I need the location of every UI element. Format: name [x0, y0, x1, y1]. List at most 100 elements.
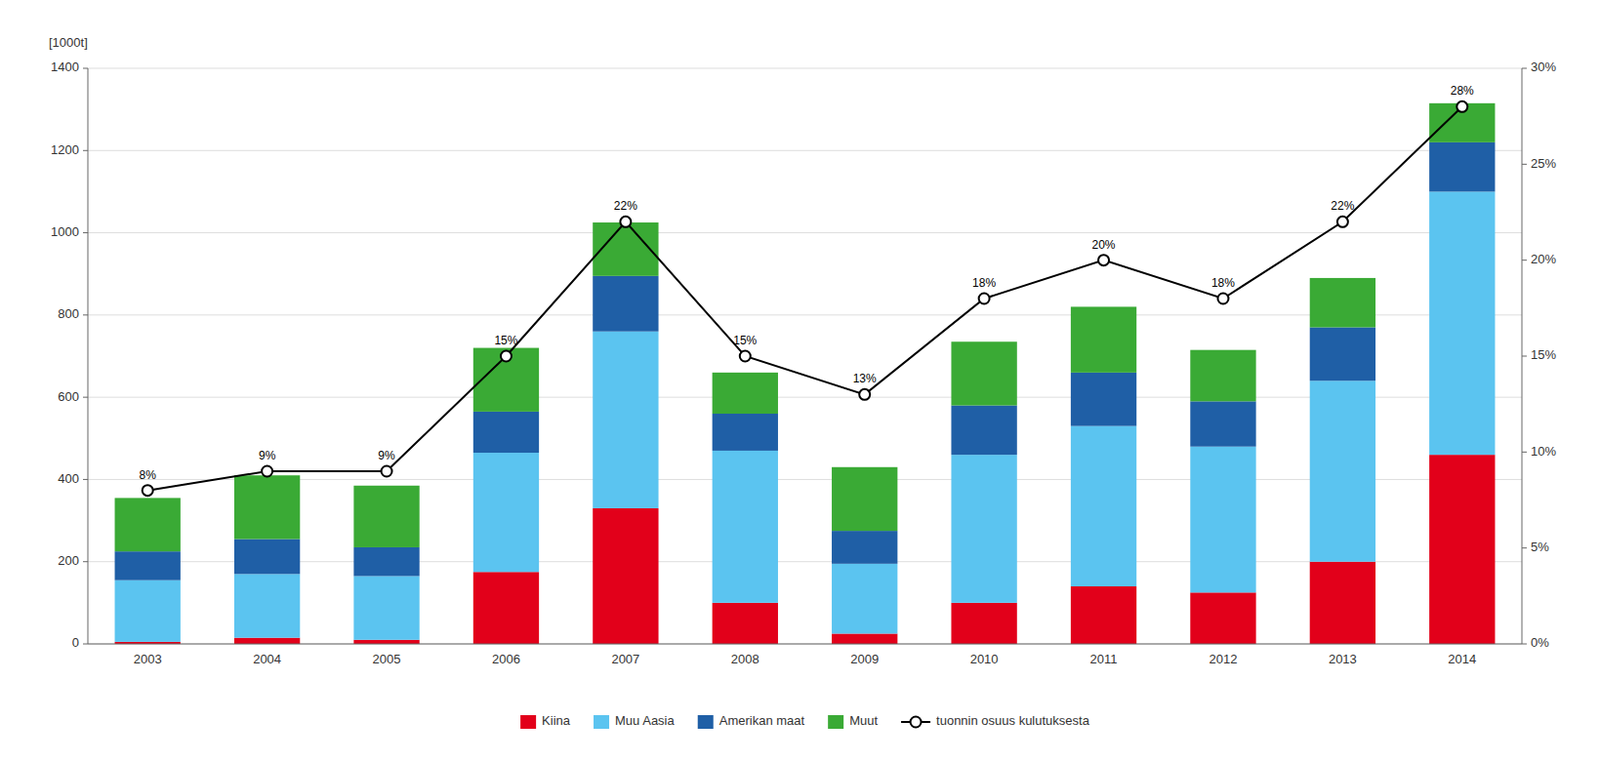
bar	[234, 539, 300, 575]
axis-label: [1000t]	[48, 35, 88, 50]
tick-label: 1000	[50, 224, 80, 240]
tick-label: 25%	[1530, 156, 1557, 171]
bar	[831, 633, 898, 645]
tick-label: 1400	[50, 59, 80, 75]
bar	[950, 603, 1017, 645]
bar	[115, 551, 181, 581]
tick-label: 800	[57, 306, 80, 322]
bar	[473, 452, 539, 573]
bar	[1310, 380, 1376, 562]
tick	[82, 479, 88, 481]
tick-label: 2004	[252, 652, 282, 667]
marker	[142, 485, 154, 496]
bar	[1070, 372, 1137, 427]
legend-label: Amerikan maat	[719, 713, 806, 729]
tick-label: 0	[72, 635, 80, 651]
tick	[1521, 547, 1527, 549]
bar	[950, 406, 1017, 456]
data-label: 20%	[1092, 238, 1116, 252]
grid	[87, 68, 1522, 645]
bar	[353, 547, 419, 577]
legend-swatch	[697, 715, 714, 730]
grid-line	[87, 150, 1522, 152]
tick-label: 600	[57, 389, 80, 405]
tick-label: 2006	[492, 652, 521, 667]
tick	[1521, 356, 1527, 358]
plot-area	[115, 101, 1496, 645]
marker	[1098, 254, 1109, 266]
legend-item: Kiina	[520, 713, 572, 730]
bar	[1429, 191, 1495, 455]
bar	[115, 580, 181, 643]
bar	[592, 508, 658, 645]
data-label: 9%	[377, 449, 396, 463]
marker	[739, 351, 751, 363]
tick-label: 2009	[850, 652, 879, 667]
bar	[1070, 586, 1137, 645]
bar	[592, 276, 658, 332]
data-label: 18%	[972, 276, 996, 290]
bar	[473, 572, 539, 645]
legend-label: Muut	[849, 713, 878, 729]
bar	[473, 348, 539, 412]
data-label: 22%	[614, 199, 638, 213]
legend-item: tuonnin osuus kulutuksesta	[901, 713, 1091, 729]
tick-label: 10%	[1530, 444, 1557, 459]
tick-label: 200	[57, 553, 80, 569]
tick	[1521, 451, 1527, 453]
grid-line	[87, 644, 1522, 646]
legend: KiinaMuu AasiaAmerikan maatMuuttuonnin o…	[520, 713, 1091, 730]
bar	[1189, 401, 1256, 447]
bar	[1310, 562, 1376, 645]
grid-line	[87, 561, 1522, 563]
data-label: 9%	[258, 449, 277, 463]
bar	[234, 638, 300, 645]
tick	[82, 644, 88, 646]
legend-label: tuonnin osuus kulutuksesta	[936, 713, 1091, 729]
tick-label: 2014	[1447, 652, 1477, 667]
bar	[234, 475, 300, 539]
tick-label: 30%	[1530, 59, 1557, 75]
tick-label: 2008	[731, 652, 760, 667]
bar	[1310, 278, 1376, 329]
tick-label: 2012	[1208, 652, 1237, 667]
data-label: 13%	[853, 371, 877, 386]
bar	[353, 575, 419, 640]
data-label: 22%	[1330, 199, 1354, 213]
background	[0, 0, 1600, 761]
grid-line	[87, 314, 1522, 316]
data-label: 15%	[493, 333, 518, 348]
marker	[859, 389, 870, 401]
tick	[82, 68, 88, 70]
tick	[82, 150, 88, 152]
bar	[1189, 447, 1256, 594]
tick-label: 400	[57, 471, 80, 487]
tick-label: 2007	[611, 652, 640, 667]
marker	[261, 466, 273, 478]
bar	[1070, 306, 1137, 372]
tick-label: 2005	[372, 652, 402, 667]
legend-swatch	[593, 715, 610, 730]
tick	[1521, 644, 1527, 646]
bar	[831, 467, 898, 532]
grid-line	[87, 479, 1522, 481]
bar	[1310, 328, 1376, 382]
bar	[831, 531, 898, 565]
data-label: 15%	[733, 333, 757, 348]
bar	[712, 372, 779, 414]
bar	[1189, 350, 1256, 403]
bar	[592, 222, 658, 277]
marker	[381, 466, 393, 478]
tick	[1521, 68, 1527, 70]
y-axis	[87, 68, 89, 645]
tick-label: 2003	[133, 652, 163, 667]
grid-line	[87, 397, 1522, 399]
marker	[1217, 293, 1229, 305]
bar	[234, 574, 300, 638]
tick-label: 2011	[1090, 652, 1118, 667]
bar	[353, 640, 419, 645]
marker	[1456, 101, 1468, 113]
y2-axis	[1521, 68, 1523, 645]
tick-label: 5%	[1530, 539, 1550, 555]
tick-label: 1200	[50, 142, 80, 158]
